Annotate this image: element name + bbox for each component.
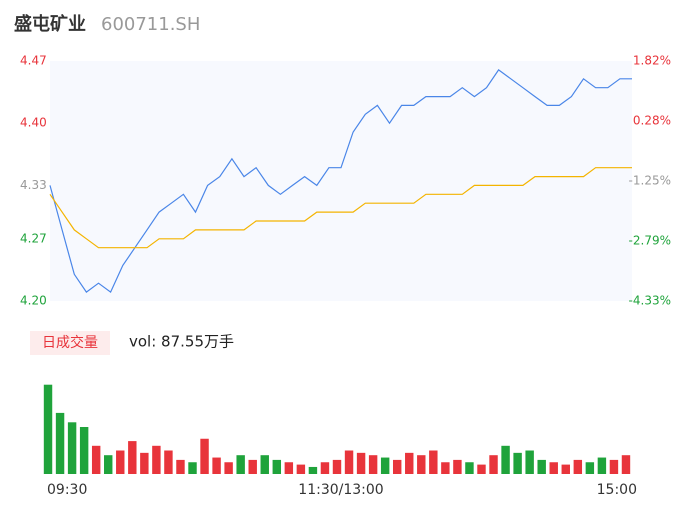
y-tick-label: 4.20 (20, 294, 47, 308)
volume-bar (573, 459, 583, 474)
price-line (49, 69, 632, 294)
y2-tick-label: -4.33% (629, 294, 671, 308)
stock-name: 盛屯矿业 (14, 13, 86, 35)
volume-bar (296, 464, 306, 474)
volume-bar (489, 455, 498, 474)
volume-bar (597, 457, 607, 474)
volume-bar (140, 452, 149, 474)
volume-bar (176, 459, 185, 474)
volume-bar (356, 452, 366, 474)
y-tick-label: 4.40 (20, 116, 47, 130)
volume-bar (429, 450, 438, 474)
volume-bar (392, 459, 402, 474)
volume-bar (236, 455, 245, 474)
volume-bar (91, 445, 101, 474)
volume-bar (513, 452, 522, 474)
volume-bar (380, 457, 390, 474)
volume-bar (200, 438, 209, 474)
volume-bar (152, 445, 161, 474)
volume-bar (332, 459, 342, 474)
y2-tick-label: -1.25% (629, 173, 671, 187)
volume-bar (272, 459, 282, 474)
y2-tick-label: -2.79% (629, 233, 671, 247)
volume-bar (465, 462, 474, 474)
volume-bar (537, 459, 546, 474)
volume-bar (188, 462, 197, 474)
stock-code: 600711.SH (101, 14, 200, 35)
x-tick-label: 09:30 (47, 482, 87, 498)
volume-tag: 日成交量 (42, 334, 98, 351)
y-tick-label: 4.47 (20, 54, 47, 68)
volume-bar (67, 422, 77, 474)
volume-bar (441, 462, 450, 474)
volume-bar (561, 464, 570, 474)
volume-bar (417, 455, 426, 474)
tag-background (30, 331, 110, 355)
volume-bar (224, 462, 233, 474)
volume-bar (164, 450, 173, 474)
y-tick-label: 4.33 (20, 178, 47, 192)
volume-bar (212, 457, 221, 474)
volume-label: vol: 87.55万手 (129, 333, 234, 351)
volume-bar (368, 455, 378, 474)
volume-bar (308, 466, 318, 474)
volume-bar (43, 384, 53, 474)
volume-bar (477, 464, 486, 474)
volume-bar (116, 450, 125, 474)
x-tick-label: 11:30/13:00 (298, 482, 383, 498)
volume-bar (525, 450, 534, 474)
volume-bar (79, 427, 89, 474)
x-tick-label: 15:00 (597, 482, 637, 498)
price-line (49, 167, 632, 249)
volume-bar (248, 459, 257, 474)
volume-bar (284, 462, 294, 474)
y2-tick-label: 1.82% (633, 54, 671, 68)
volume-bar (609, 459, 619, 474)
volume-bar (405, 452, 414, 474)
volume-bar (320, 462, 330, 474)
volume-bar (621, 455, 631, 474)
volume-bar (55, 412, 65, 474)
volume-bar (501, 445, 510, 474)
volume-bar (453, 459, 462, 474)
y2-tick-label: 0.28% (633, 114, 671, 128)
volume-bar (585, 462, 595, 474)
y-tick-label: 4.27 (20, 231, 47, 245)
volume-bar (128, 441, 137, 474)
volume-bar (104, 455, 113, 474)
volume-bar (549, 462, 558, 474)
plot-background (50, 61, 632, 301)
volume-bar (344, 450, 354, 474)
volume-bar (260, 455, 269, 474)
